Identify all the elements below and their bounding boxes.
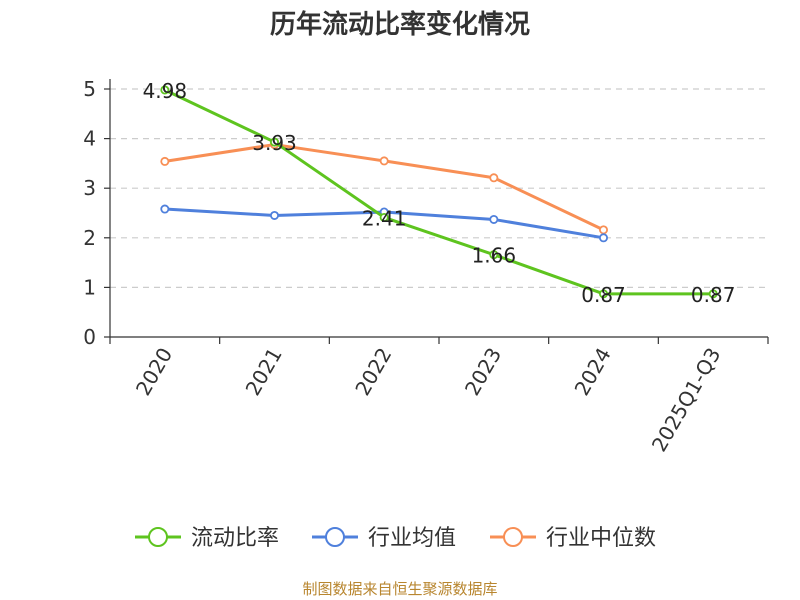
y-tick-label-0: 0 (83, 325, 96, 349)
legend[interactable]: 流动比率 行业均值 行业中位数 (135, 526, 656, 551)
y-tick-label-5: 5 (83, 77, 96, 101)
legend-marker-2 (503, 527, 523, 547)
series-point-1-4 (599, 233, 609, 243)
legend-item-0[interactable]: 流动比率 (135, 526, 279, 551)
data-label-1: 3.93 (252, 131, 297, 155)
y-tick-label-2: 2 (83, 226, 96, 250)
series-point-2-0 (160, 156, 170, 166)
x-tick-label-2020: 2020 (131, 344, 177, 400)
y-tick-label-4: 4 (83, 127, 96, 151)
series-point-2-3 (489, 173, 499, 183)
series-point-1-3 (489, 214, 499, 224)
legend-label-1: 行业均值 (368, 526, 456, 551)
series-line-0 (164, 88, 714, 296)
series-point-0-5 (708, 289, 718, 299)
data-label-4: 0.87 (581, 283, 626, 307)
x-tick-label-2025Q1-Q3: 2025Q1-Q3 (647, 344, 726, 456)
grid-lines (110, 88, 768, 288)
source-note: 制图数据来自恒生聚源数据库 (302, 580, 498, 598)
series-lines (160, 85, 718, 299)
chart-title: 历年流动比率变化情况 (269, 10, 530, 40)
axes: 0 1 2 3 4 5 2020 2021 2022 2023 2024 2025Q1-Q3 (83, 77, 769, 456)
series-point-1-1 (269, 210, 279, 220)
data-label-0: 4.98 (143, 79, 188, 103)
legend-marker-1 (325, 527, 345, 547)
series-point-0-1 (269, 137, 279, 147)
data-label-3: 1.66 (472, 244, 517, 268)
x-tick-label-2024: 2024 (570, 344, 616, 400)
legend-marker-0 (148, 527, 168, 547)
series-point-0-4 (599, 289, 609, 299)
data-label-2: 2.41 (362, 206, 407, 230)
series-point-0-3 (489, 250, 499, 260)
series-point-2-4 (599, 225, 609, 235)
x-tick-label-2022: 2022 (350, 344, 396, 400)
legend-item-2[interactable]: 行业中位数 (490, 526, 656, 551)
series-point-0-2 (379, 212, 389, 222)
data-labels: 4.98 3.93 2.41 1.66 0.87 0.87 (143, 79, 736, 307)
x-tick-label-2023: 2023 (460, 344, 506, 400)
series-point-0-0 (160, 85, 170, 95)
y-tick-label-1: 1 (83, 275, 96, 299)
data-label-5: 0.87 (691, 283, 736, 307)
legend-label-0: 流动比率 (191, 526, 279, 551)
series-point-1-0 (160, 204, 170, 214)
legend-item-1[interactable]: 行业均值 (312, 526, 456, 551)
x-tick-label-2021: 2021 (241, 344, 287, 400)
y-tick-label-3: 3 (83, 176, 96, 200)
series-point-2-2 (379, 156, 389, 166)
legend-label-2: 行业中位数 (546, 526, 656, 551)
